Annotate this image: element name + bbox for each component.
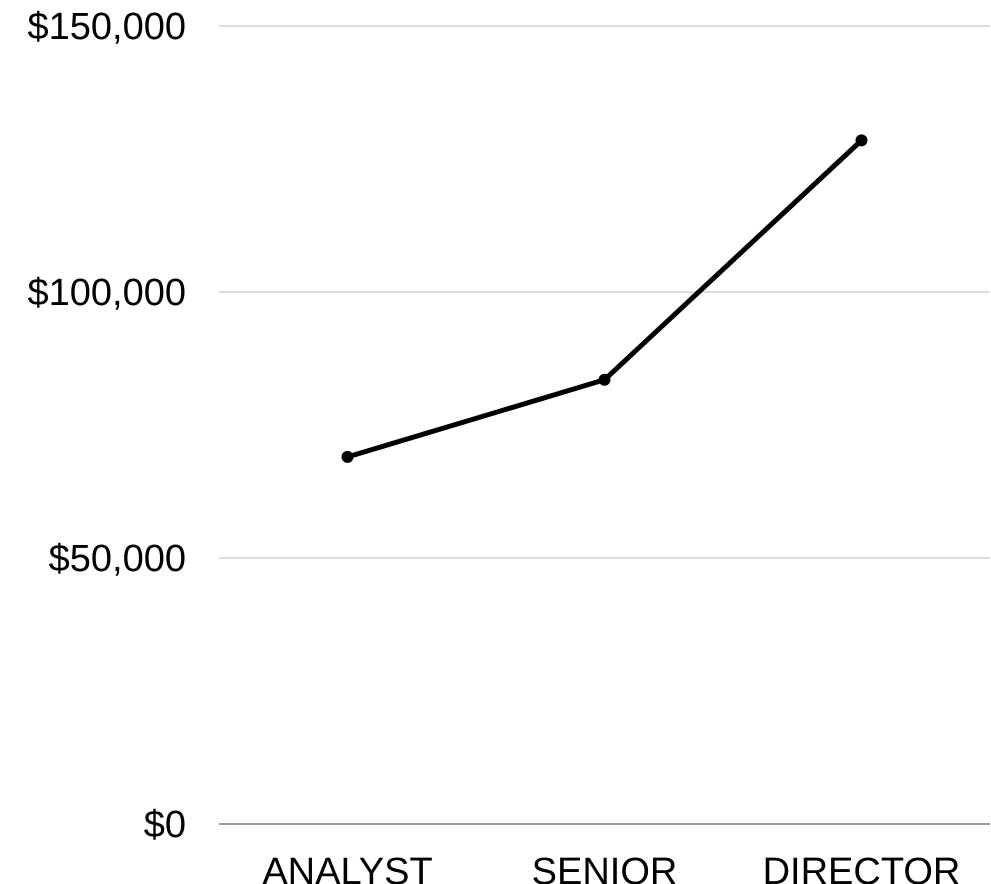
data-point-senior: [598, 373, 611, 386]
y-tick-label: $0: [144, 804, 186, 846]
y-tick-label: $150,000: [28, 6, 187, 48]
data-point-director: [855, 134, 868, 147]
x-category-label: DIRECTOR: [763, 851, 961, 884]
x-axis-category-labels: ANALYST SENIOR DIRECTOR: [262, 851, 960, 884]
y-tick-label: $50,000: [49, 538, 186, 580]
x-category-label: ANALYST: [262, 851, 432, 884]
y-axis-tick-labels: $0 $50,000 $100,000 $150,000: [28, 6, 187, 846]
y-tick-label: $100,000: [28, 272, 187, 314]
data-point-analyst: [341, 450, 354, 463]
gridlines: [219, 25, 990, 559]
series: [341, 134, 868, 463]
x-category-label: SENIOR: [532, 851, 678, 884]
series-line: [345, 137, 864, 460]
